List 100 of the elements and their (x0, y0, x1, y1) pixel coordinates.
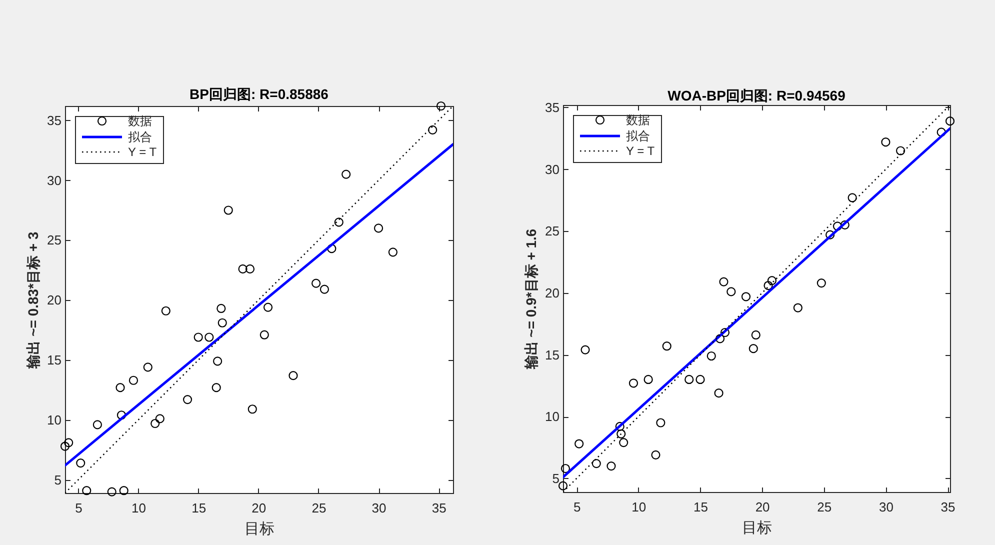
point (320, 284, 330, 294)
point (260, 330, 269, 340)
y-tick-label: 5 (54, 472, 62, 488)
y-tick-label: 35 (545, 100, 560, 115)
y-tick-label: 20 (545, 285, 560, 300)
point (64, 438, 74, 448)
point (342, 170, 351, 179)
point (816, 278, 826, 288)
point (615, 422, 624, 432)
point (592, 459, 601, 468)
x-tick-label: 10 (632, 500, 646, 514)
x-tick-label: 15 (192, 500, 206, 516)
y-tick-label: 10 (545, 409, 560, 424)
y-tick-label: 20 (47, 292, 62, 308)
point (832, 222, 842, 231)
point (696, 374, 705, 384)
point (826, 230, 835, 240)
point (224, 206, 233, 215)
point (945, 116, 955, 126)
y-tick-label: 15 (545, 347, 560, 362)
point (606, 461, 616, 471)
point (651, 450, 660, 460)
point (628, 378, 638, 388)
point (840, 220, 850, 230)
point (213, 356, 222, 366)
point (155, 414, 164, 424)
chart-title: BP回归图: R=0.85886 (190, 86, 329, 102)
point (128, 376, 138, 385)
point (60, 442, 70, 451)
point (212, 383, 221, 392)
point (558, 481, 568, 490)
point (684, 374, 694, 384)
point (194, 332, 203, 342)
point (848, 193, 857, 202)
x-tick-label: 20 (755, 500, 770, 514)
y-tick-label: 25 (47, 232, 62, 248)
y-tick-label: 10 (47, 412, 62, 428)
point (263, 302, 273, 312)
point (706, 351, 716, 361)
point (574, 439, 584, 448)
point (161, 306, 170, 316)
y-tick-label: 35 (47, 112, 62, 128)
x-axis-title: 目标 (742, 520, 772, 536)
point (741, 292, 751, 302)
point (150, 418, 160, 428)
point (82, 486, 92, 496)
point (312, 278, 321, 288)
x-tick-label: 20 (252, 500, 266, 516)
point (793, 303, 802, 312)
point (76, 458, 86, 468)
point (560, 464, 570, 474)
point (896, 146, 906, 156)
point (644, 374, 653, 384)
point (107, 487, 116, 496)
point (334, 218, 344, 227)
point (116, 410, 126, 420)
point (216, 304, 226, 314)
legend-label: Y = T (128, 145, 158, 159)
point (662, 342, 672, 351)
point (751, 330, 760, 340)
point (248, 404, 257, 414)
x-tick-label: 25 (817, 500, 832, 514)
point (764, 280, 773, 290)
legend-label: 拟合 (626, 129, 650, 143)
x-tick-label: 25 (312, 500, 326, 516)
y-tick-label: 5 (552, 470, 560, 486)
point (726, 287, 736, 296)
x-tick-label: 5 (75, 500, 82, 516)
point (182, 395, 192, 404)
point (936, 128, 946, 137)
legend-label: 拟合 (128, 130, 152, 144)
point (428, 125, 438, 135)
point (288, 371, 298, 380)
point (327, 244, 336, 254)
point (204, 332, 214, 342)
point (119, 486, 128, 496)
x-tick-label: 10 (132, 500, 146, 516)
point (374, 224, 384, 233)
point (92, 420, 102, 430)
x-tick-label: 30 (372, 500, 386, 516)
point (719, 277, 728, 286)
point (720, 328, 730, 338)
x-tick-label: 35 (432, 500, 446, 516)
point (748, 344, 758, 354)
y-tick-label: 15 (47, 352, 62, 368)
point (714, 388, 724, 398)
point (881, 138, 890, 147)
point (616, 429, 626, 438)
legend-label: Y = T (626, 144, 656, 158)
point (436, 101, 446, 111)
x-tick-label: 30 (878, 500, 894, 514)
y-tick-label: 30 (47, 172, 62, 188)
y-axis-title: 输出 ~= 0.9*目标 + 1.6 (523, 228, 540, 370)
point (619, 438, 628, 448)
x-tick-label: 35 (940, 500, 956, 514)
point (580, 345, 590, 354)
point (143, 362, 152, 372)
x-axis-title: 目标 (244, 520, 274, 538)
point (388, 248, 398, 257)
x-tick-label: 5 (573, 500, 581, 514)
